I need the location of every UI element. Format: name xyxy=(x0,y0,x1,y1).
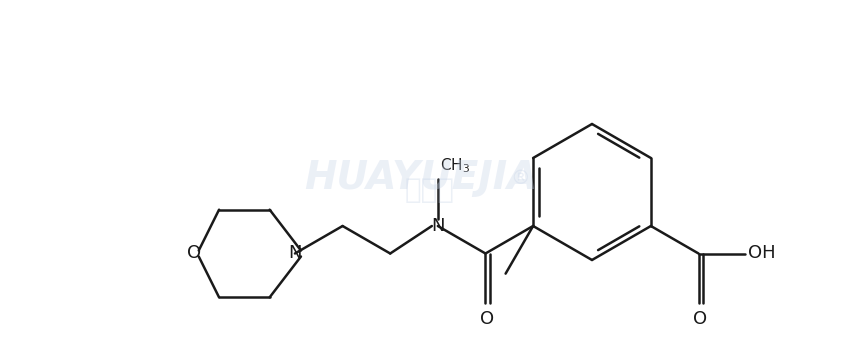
Text: CH$_3$: CH$_3$ xyxy=(440,157,470,175)
Text: OH: OH xyxy=(749,244,775,262)
Text: O: O xyxy=(694,310,707,328)
Text: N: N xyxy=(431,217,445,235)
Text: O: O xyxy=(481,310,494,328)
Text: 化学加: 化学加 xyxy=(405,176,455,204)
Text: N: N xyxy=(288,244,301,262)
Text: O: O xyxy=(187,244,200,262)
Text: HUAYUEJIA: HUAYUEJIA xyxy=(304,159,538,197)
Text: ®: ® xyxy=(510,168,530,188)
